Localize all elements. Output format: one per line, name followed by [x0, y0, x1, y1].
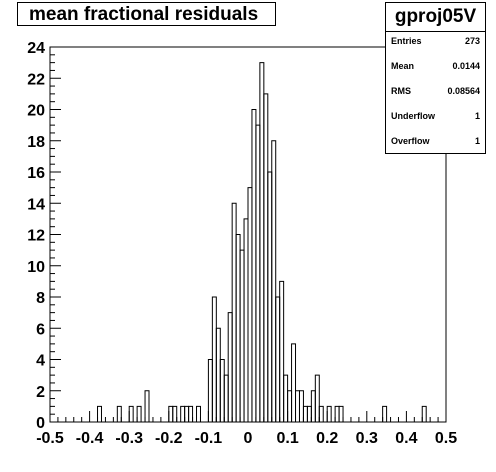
histogram-bin-39 — [318, 405, 324, 423]
chart-title-box: mean fractional residuals — [17, 2, 276, 26]
stats-entries-value: 273 — [464, 36, 480, 46]
x-tick-label: -0.2 — [155, 430, 183, 447]
y-tick-label: 2 — [36, 384, 45, 401]
stats-underflow-value: 1 — [474, 111, 480, 121]
stats-row-overflow: Overflow 1 — [391, 136, 480, 152]
stats-rms-value: 0.08564 — [447, 86, 480, 96]
stats-underflow-label: Underflow — [391, 111, 435, 121]
y-tick-label: 10 — [27, 259, 45, 276]
axis-ticks — [49, 46, 447, 423]
histogram-bin-9 — [188, 405, 194, 423]
stats-box: gproj05V Entries 273 Mean 0.0144 RMS 0.0… — [385, 2, 486, 154]
stats-header: gproj05V — [386, 3, 485, 32]
stats-row-rms: RMS 0.08564 — [391, 86, 480, 102]
stats-row-entries: Entries 273 — [391, 36, 480, 52]
histogram-bars — [97, 62, 427, 423]
x-tick-label: 0.4 — [395, 430, 417, 447]
stats-mean-label: Mean — [391, 61, 415, 71]
x-tick-label: -0.1 — [195, 430, 223, 447]
y-tick-label: 22 — [27, 71, 45, 88]
y-tick-label: 24 — [27, 40, 45, 57]
stats-entries-label: Entries — [391, 36, 422, 46]
histogram-bin-38 — [314, 374, 320, 423]
histogram-bin-32 — [291, 343, 297, 423]
histogram-bin-3 — [136, 405, 142, 423]
y-tick-label: 0 — [36, 415, 45, 432]
y-tick-label: 8 — [36, 290, 45, 307]
x-tick-label: -0.5 — [36, 430, 64, 447]
chart-title: mean fractional residuals — [29, 4, 259, 25]
histogram-bin-4 — [144, 390, 150, 423]
y-tick-label: 4 — [36, 353, 45, 370]
stats-histogram-name: gproj05V — [394, 6, 477, 27]
histogram-bin-29 — [279, 280, 285, 423]
stats-mean-value: 0.0144 — [452, 61, 480, 71]
stats-row-mean: Mean 0.0144 — [391, 61, 480, 77]
stats-row-underflow: Underflow 1 — [391, 111, 480, 127]
stats-rms-label: RMS — [391, 86, 411, 96]
y-tick-label: 20 — [27, 103, 45, 120]
y-tick-label: 6 — [36, 321, 45, 338]
x-tick-label: 0.3 — [356, 430, 378, 447]
histogram-bin-1 — [116, 405, 122, 423]
y-tick-label: 14 — [27, 196, 45, 213]
x-tick-label: 0.5 — [435, 430, 457, 447]
histogram-bin-0 — [97, 405, 102, 423]
histogram-bin-6 — [172, 405, 178, 423]
x-tick-label: 0.1 — [276, 430, 298, 447]
y-tick-label: 12 — [27, 228, 45, 245]
y-tick-label: 18 — [27, 134, 45, 151]
histogram-bin-10 — [196, 405, 201, 423]
axis-tick-labels: -0.5 -0.4 -0.3 -0.2 -0.1 0 0.1 0.2 0.3 0.4 0.50246… — [27, 40, 457, 447]
x-tick-label: 0 — [244, 430, 253, 447]
y-tick-label: 16 — [27, 165, 45, 182]
histogram-bin-43 — [382, 405, 388, 423]
x-tick-label: -0.4 — [76, 430, 104, 447]
x-tick-label: -0.3 — [115, 430, 143, 447]
histogram-bin-42 — [338, 405, 344, 423]
stats-overflow-value: 1 — [474, 136, 480, 146]
stats-overflow-label: Overflow — [391, 136, 430, 146]
histogram-bin-44 — [421, 405, 427, 423]
x-tick-label: 0.2 — [316, 430, 338, 447]
histogram-bin-27 — [271, 140, 277, 423]
